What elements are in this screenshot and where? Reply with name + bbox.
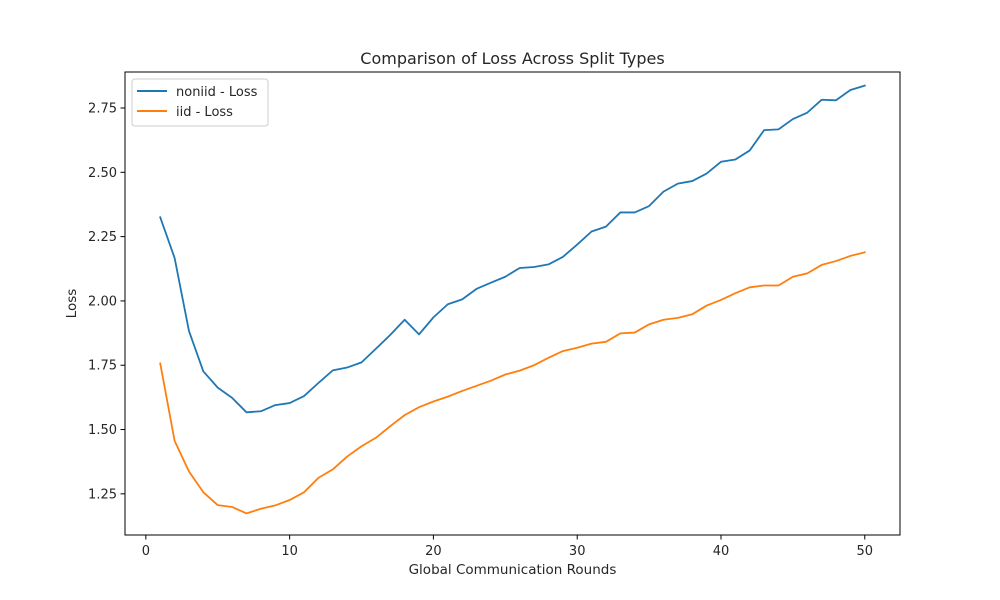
y-tick-label: 1.25	[88, 487, 117, 502]
y-axis: 1.25 1.50 1.75 2.00 2.25 2.50 2.75	[88, 102, 125, 502]
legend-label-noniid: noniid - Loss	[176, 85, 258, 100]
chart-title: Comparison of Loss Across Split Types	[360, 49, 664, 68]
x-axis: 0 10 20 30 40 50	[142, 535, 873, 559]
y-tick-label: 1.50	[88, 423, 117, 438]
x-tick-label: 0	[142, 544, 150, 559]
plot-area-frame	[124, 71, 901, 536]
y-tick-label: 2.50	[88, 166, 117, 181]
y-axis-label: Loss	[64, 289, 80, 319]
y-tick-label: 2.25	[88, 230, 117, 245]
x-axis-label: Global Communication Rounds	[409, 562, 617, 578]
x-tick-label: 10	[281, 544, 298, 559]
legend: noniid - Loss iid - Loss	[131, 78, 269, 127]
x-tick-label: 50	[856, 544, 873, 559]
y-tick-label: 2.75	[88, 102, 117, 117]
x-tick-label: 30	[569, 544, 586, 559]
x-tick-label: 40	[713, 544, 730, 559]
legend-label-iid: iid - Loss	[176, 105, 233, 120]
series-layer	[159, 84, 866, 515]
series-line-iid	[159, 251, 866, 515]
y-tick-label: 2.00	[88, 294, 117, 309]
y-tick-label: 1.75	[88, 359, 117, 374]
series-line-noniid	[159, 84, 866, 414]
x-tick-label: 20	[425, 544, 442, 559]
